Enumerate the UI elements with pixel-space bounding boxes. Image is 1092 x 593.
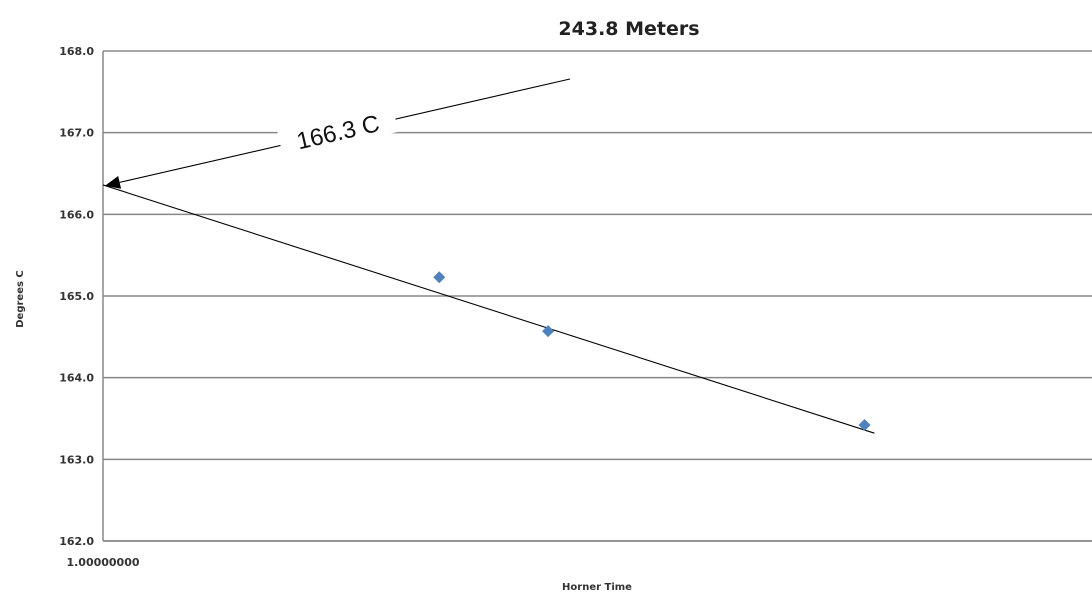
data-points <box>433 271 871 432</box>
annotation-arrowhead <box>105 176 122 189</box>
y-tick-label: 167.0 <box>59 127 94 140</box>
y-tick-label: 164.0 <box>59 372 94 385</box>
annotation-label-bg <box>277 104 399 159</box>
y-tick-label: 166.0 <box>59 208 94 221</box>
annotation: 166.3 C <box>105 78 571 189</box>
grid-lines <box>103 50 1092 542</box>
x-tick-label: 1.00000000 <box>66 556 139 569</box>
trendline-segment <box>102 184 875 434</box>
chart-title: 243.8 Meters <box>558 18 699 40</box>
y-tick-label: 163.0 <box>59 453 94 466</box>
y-tick-label: 165.0 <box>59 290 94 303</box>
data-point <box>858 419 871 432</box>
data-point <box>433 271 446 284</box>
x-tick-labels: 1.00000000 <box>66 556 139 569</box>
x-axis-label: Horner Time <box>562 582 632 593</box>
trendline <box>102 184 875 434</box>
data-point <box>542 325 555 338</box>
y-tick-label: 168.0 <box>59 45 94 58</box>
y-tick-labels: 168.0 167.0 166.0 165.0 164.0 163.0 162.0 <box>59 45 94 548</box>
y-tick-label: 162.0 <box>59 535 94 548</box>
axes <box>102 51 1092 542</box>
y-axis-label: Degrees C <box>15 270 26 328</box>
